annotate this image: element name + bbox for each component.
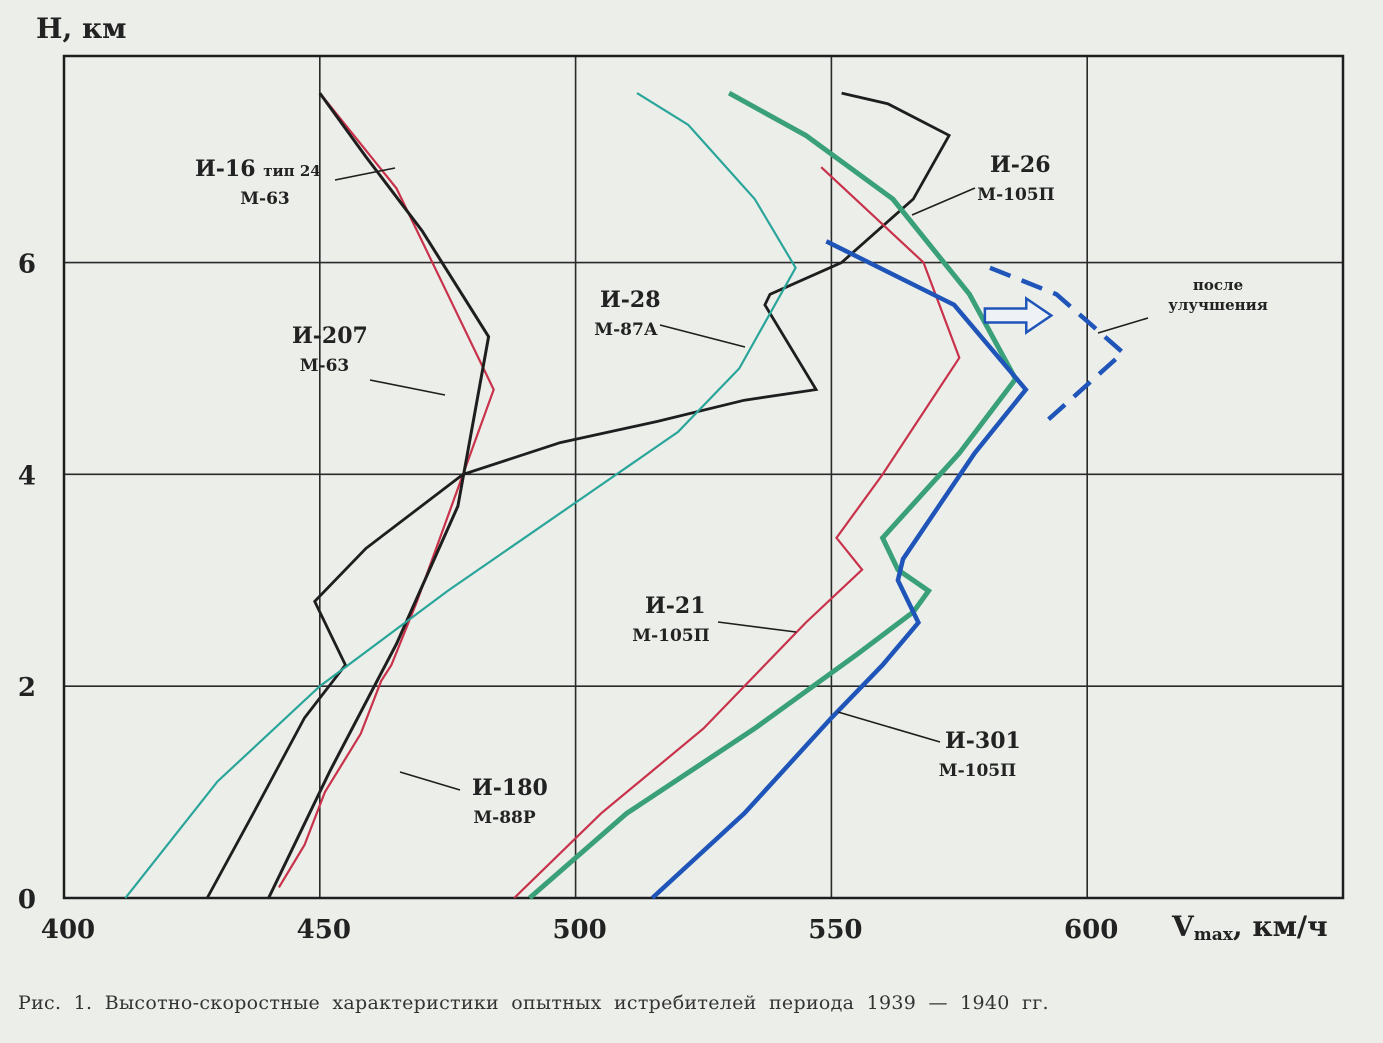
series-label: после — [1193, 276, 1243, 294]
series-label-sub: М-87А — [594, 320, 658, 340]
x-axis-label: Vmax, км/ч — [1171, 910, 1328, 945]
x-tick-label: 600 — [1064, 915, 1118, 945]
label-leader-line — [659, 324, 746, 348]
series-label: И-26 — [990, 152, 1051, 178]
series-line — [205, 91, 952, 899]
x-axis-label-unit: , км/ч — [1233, 910, 1328, 943]
grid — [64, 56, 1343, 898]
series-label-sub: М-105П — [939, 761, 1016, 781]
tick-labels: 400 450 500 550 600 0 2 4 6 — [18, 250, 1118, 945]
plot-frame — [62, 54, 1345, 900]
y-tick-label: 0 — [18, 885, 36, 915]
series-label-sub: М-105П — [632, 626, 709, 646]
y-tick-label: 4 — [18, 461, 36, 491]
series-label: И-301 — [945, 728, 1021, 754]
x-tick-label: 500 — [552, 915, 606, 945]
series-label: И-207 — [292, 323, 368, 349]
series-label-sub: улучшения — [1168, 296, 1268, 314]
series-label: И-21 — [645, 593, 706, 619]
improvement-arrow — [983, 296, 1054, 335]
series-line — [527, 90, 1019, 900]
series-layer — [124, 90, 1127, 900]
figure-caption: Рис. 1. Высотно-скоростные характеристик… — [18, 992, 1049, 1014]
label-leader-line — [369, 379, 446, 396]
series-label: И-180 — [472, 775, 548, 801]
series-label-sub: М-63 — [300, 356, 350, 376]
series-line — [650, 239, 1029, 900]
label-leader-line — [717, 621, 797, 633]
x-tick-label: 450 — [297, 915, 351, 945]
series-label-sub: М-88Р — [473, 808, 536, 828]
series-line — [989, 265, 1127, 424]
series-label: И-28 — [600, 287, 661, 313]
x-tick-label: 400 — [41, 915, 95, 945]
label-leader-line — [334, 167, 396, 181]
series-line — [277, 92, 495, 888]
series-label-sub: М-105П — [977, 185, 1054, 205]
y-axis-label: Н, км — [36, 12, 127, 45]
label-leader-line — [399, 771, 461, 791]
annotations: И-16 тип 24 М-63 И-207 М-63 И-180 М-88Р И-28 М-… — [195, 152, 1268, 828]
label-leader-line — [911, 187, 976, 216]
x-axis-label-main: V — [1171, 910, 1195, 943]
series-line — [513, 166, 961, 899]
x-axis-label-sub: max — [1194, 925, 1234, 945]
y-tick-label: 2 — [18, 673, 36, 703]
series-line — [267, 92, 491, 899]
x-tick-label: 550 — [808, 915, 862, 945]
series-label: И-16 тип 24 — [195, 156, 321, 182]
label-leader-line — [837, 711, 941, 743]
label-leader-line — [1097, 317, 1149, 334]
series-line — [124, 92, 797, 899]
y-tick-label: 6 — [18, 250, 36, 280]
series-label-sub: М-63 — [240, 189, 290, 209]
